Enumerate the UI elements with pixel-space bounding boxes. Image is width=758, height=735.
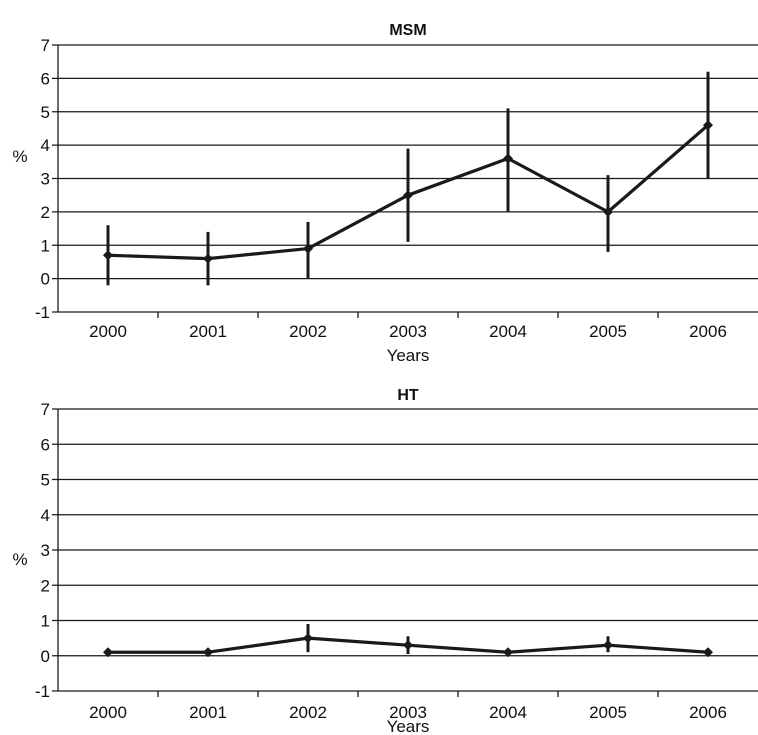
y-tick-label: -1	[35, 303, 50, 322]
chart-title: HT	[397, 387, 419, 404]
y-tick-label: 3	[41, 541, 50, 560]
chart-msm: MSM 7 6 5 4 3 2 1 0 -1 2000 2001 2002 2003 2004 2005 200…	[12, 22, 758, 365]
data-point	[703, 120, 713, 131]
y-tick-label: -1	[35, 682, 50, 701]
y-tick-label: 0	[41, 647, 50, 666]
data-point	[303, 633, 313, 644]
data-point	[403, 640, 413, 651]
x-tick-label: 2002	[289, 322, 327, 341]
y-tick-label: 4	[41, 506, 50, 525]
x-tick-label: 2000	[89, 322, 127, 341]
data-point	[503, 153, 513, 164]
data-point	[603, 206, 613, 217]
x-tick-label: 2000	[89, 703, 127, 722]
y-tick-label: 7	[41, 36, 50, 55]
x-tick-label: 2006	[689, 703, 727, 722]
data-point	[503, 647, 513, 658]
data-point	[203, 253, 213, 264]
y-tick-label: 4	[41, 136, 50, 155]
x-tick-label: 2006	[689, 322, 727, 341]
y-axis-label: %	[12, 147, 27, 166]
y-tick-label: 5	[41, 471, 50, 490]
x-tick-label: 2005	[589, 703, 627, 722]
chart-title: MSM	[389, 22, 426, 39]
y-tick-label: 1	[41, 612, 50, 631]
y-tick-label: 1	[41, 236, 50, 255]
x-tick-label: 2002	[289, 703, 327, 722]
data-point	[703, 647, 713, 658]
data-point	[103, 250, 113, 261]
y-tick-label: 7	[41, 400, 50, 419]
y-tick-label: 0	[41, 270, 50, 289]
y-tick-label: 6	[41, 69, 50, 88]
y-tick-label: 6	[41, 435, 50, 454]
data-point	[103, 647, 113, 658]
y-tick-label: 2	[41, 576, 50, 595]
data-point	[203, 647, 213, 658]
y-tick-label: 2	[41, 203, 50, 222]
x-tick-label: 2001	[189, 703, 227, 722]
y-tick-label: 5	[41, 103, 50, 122]
data-point	[303, 243, 313, 254]
x-tick-label: 2003	[389, 703, 427, 722]
y-axis-label: %	[12, 550, 27, 569]
x-axis-label: Years	[387, 717, 430, 735]
x-axis-label: Years	[387, 346, 430, 365]
x-tick-label: 2001	[189, 322, 227, 341]
x-tick-label: 2004	[489, 703, 527, 722]
data-point	[603, 640, 613, 651]
x-tick-label: 2005	[589, 322, 627, 341]
y-tick-label: 3	[41, 170, 50, 189]
chart-ht: HT 7 6 5 4 3 2 1 0 -1 2000 2001 2002 2003 2004 2005 2006…	[12, 387, 758, 735]
x-tick-label: 2004	[489, 322, 527, 341]
data-point	[403, 190, 413, 201]
x-tick-label: 2003	[389, 322, 427, 341]
